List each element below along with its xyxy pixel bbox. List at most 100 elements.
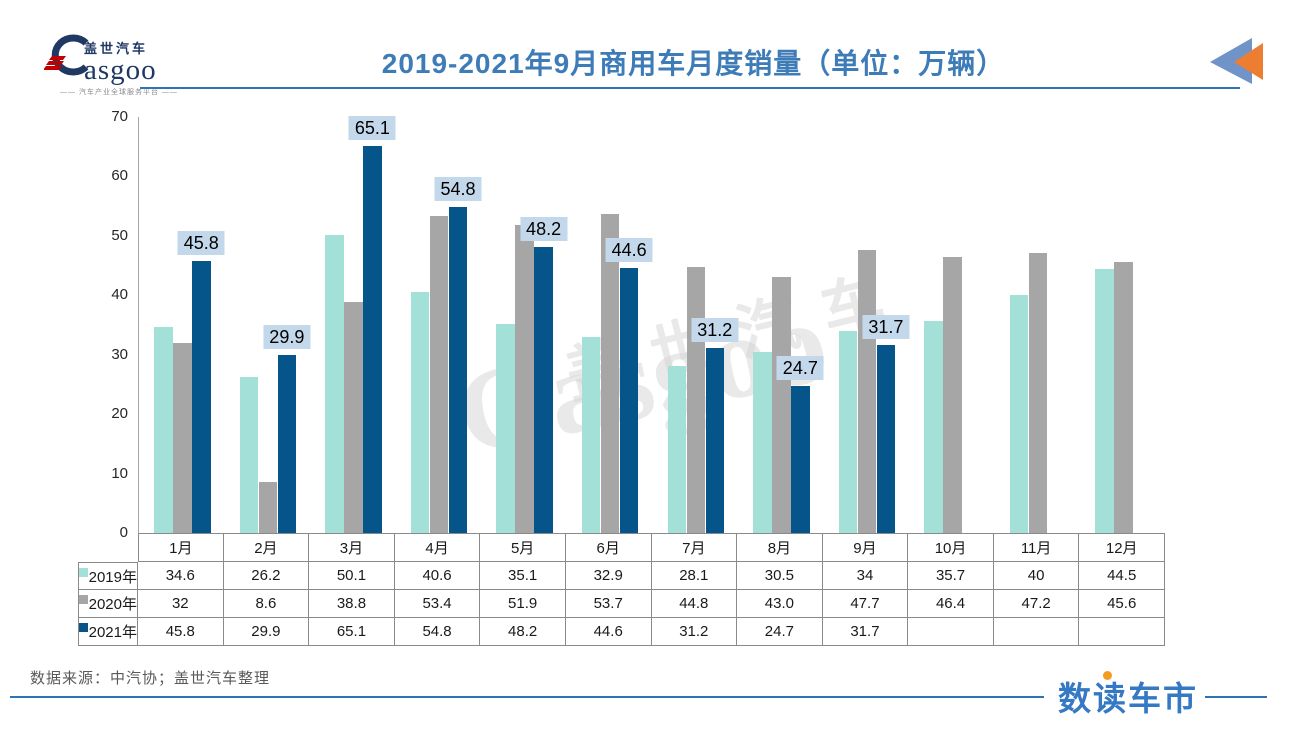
table-month-header: 11月 bbox=[993, 533, 1080, 562]
bar-2019年-9月 bbox=[838, 330, 858, 533]
y-tick-label: 10 bbox=[111, 464, 128, 482]
table-value-2019年-7月: 28.1 bbox=[651, 562, 738, 590]
table-value-2020年-1月: 32 bbox=[138, 590, 224, 618]
bar-2019年-2月 bbox=[239, 377, 259, 533]
table-month-header: 3月 bbox=[309, 533, 395, 562]
bar-2020年-8月 bbox=[772, 277, 791, 533]
bar-2020年-3月 bbox=[344, 302, 363, 533]
bar-2019年-1月 bbox=[154, 327, 173, 533]
shudu-cheshi-logo-text: 数读车市 bbox=[1058, 680, 1198, 717]
table-value-2019年-11月: 40 bbox=[993, 562, 1080, 590]
source-note: 数据来源：中汽协；盖世汽车整理 bbox=[30, 670, 271, 687]
y-tick-label: 50 bbox=[111, 226, 128, 244]
bar-value-label: 44.6 bbox=[605, 237, 653, 262]
data-table: 1月 2月 3月 4月 5月 6月 7月 8月 9月 10月 11月 12月 2019年 34.6 26.2… bbox=[78, 533, 1165, 646]
bar-2019年-8月 bbox=[753, 351, 772, 533]
table-row-label-2020年: 2020年 bbox=[78, 590, 138, 618]
y-tick-label: 30 bbox=[111, 345, 128, 363]
bar-value-label: 24.7 bbox=[776, 356, 824, 381]
table-value-2021年-8月: 24.7 bbox=[737, 618, 823, 646]
double-back-arrows-icon[interactable] bbox=[1208, 36, 1266, 86]
bar-2020年-5月 bbox=[515, 224, 534, 533]
legend-swatch-2020年 bbox=[79, 595, 88, 604]
table-value-2020年-11月: 47.2 bbox=[993, 590, 1080, 618]
title-underline bbox=[140, 87, 1240, 89]
logo-orange-dot-icon bbox=[1103, 671, 1112, 680]
bar-2021年-9月 bbox=[876, 344, 896, 533]
bar-2021年-8月 bbox=[791, 386, 810, 533]
table-month-header: 12月 bbox=[1079, 533, 1165, 562]
page-title: 2019-2021年9月商用车月度销量（单位：万辆） bbox=[381, 48, 1006, 79]
table-value-2020年-12月: 45.6 bbox=[1079, 590, 1165, 618]
table-value-2021年-3月: 65.1 bbox=[309, 618, 395, 646]
y-axis-line bbox=[138, 117, 139, 533]
footer-divider-line bbox=[10, 696, 1044, 698]
bar-2020年-12月 bbox=[1114, 262, 1133, 533]
bar-2020年-6月 bbox=[600, 213, 620, 533]
bar-2019年-5月 bbox=[496, 324, 515, 533]
bar-2020年-2月 bbox=[258, 481, 278, 533]
table-month-header: 1月 bbox=[138, 533, 224, 562]
legend-swatch-2019年 bbox=[79, 567, 88, 577]
table-month-header: 9月 bbox=[822, 533, 909, 562]
bar-2019年-4月 bbox=[410, 291, 430, 533]
gasgoo-logo: 盖世汽车 asgoo —— 汽车产业全球服务平台 —— bbox=[43, 34, 194, 97]
legend-label: 2019年 bbox=[88, 568, 137, 586]
table-value-2019年-8月: 30.5 bbox=[737, 562, 823, 590]
bar-2020年-7月 bbox=[686, 266, 705, 533]
table-month-header: 8月 bbox=[737, 533, 823, 562]
y-tick-label: 20 bbox=[111, 405, 128, 423]
legend-swatch-2021年 bbox=[79, 623, 88, 632]
table-value-2021年-12月 bbox=[1079, 618, 1165, 646]
legend-label: 2021年 bbox=[88, 624, 137, 641]
table-month-header: 7月 bbox=[651, 533, 738, 562]
bar-2021年-6月 bbox=[619, 267, 639, 533]
table-value-2020年-2月: 8.6 bbox=[223, 590, 310, 618]
bar-plot-area: 45.8 29.9 65.1 54.8 48.2 44.6 31.2 24.7 31.7 bbox=[138, 116, 1165, 533]
bar-2020年-9月 bbox=[857, 249, 877, 533]
y-tick-label: 0 bbox=[119, 524, 128, 541]
table-row-label-2021年: 2021年 bbox=[78, 618, 138, 646]
gasgoo-g-icon bbox=[43, 34, 90, 83]
bar-2021年-5月 bbox=[534, 246, 553, 533]
table-value-2021年-1月: 45.8 bbox=[138, 618, 224, 646]
bar-2019年-11月 bbox=[1009, 295, 1029, 533]
bar-2021年-1月 bbox=[192, 260, 211, 533]
bar-value-label: 31.7 bbox=[862, 314, 910, 339]
table-value-2019年-1月: 34.6 bbox=[138, 562, 224, 590]
table-value-2019年-6月: 32.9 bbox=[565, 562, 652, 590]
bar-2019年-12月 bbox=[1095, 268, 1114, 533]
table-value-2020年-6月: 53.7 bbox=[565, 590, 652, 618]
table-value-2020年-7月: 44.8 bbox=[651, 590, 738, 618]
table-value-2019年-5月: 35.1 bbox=[480, 562, 566, 590]
table-value-2019年-4月: 40.6 bbox=[394, 562, 481, 590]
y-tick-label: 70 bbox=[111, 108, 128, 125]
table-month-header: 6月 bbox=[565, 533, 652, 562]
table-value-2020年-10月: 46.4 bbox=[908, 590, 994, 618]
table-value-2021年-7月: 31.2 bbox=[651, 618, 738, 646]
table-value-2020年-4月: 53.4 bbox=[394, 590, 481, 618]
shudu-cheshi-logo: 数读车市 bbox=[1058, 671, 1198, 720]
table-month-header: 10月 bbox=[908, 533, 994, 562]
table-value-2020年-9月: 47.7 bbox=[822, 590, 909, 618]
bar-value-label: 31.2 bbox=[691, 317, 739, 342]
bar-2019年-6月 bbox=[581, 337, 601, 533]
table-corner-spacer bbox=[78, 533, 138, 562]
table-value-2020年-5月: 51.9 bbox=[480, 590, 566, 618]
bar-2020年-1月 bbox=[173, 342, 192, 533]
bar-2021年-2月 bbox=[277, 355, 297, 533]
bar-value-label: 65.1 bbox=[348, 116, 396, 141]
table-month-header: 4月 bbox=[394, 533, 481, 562]
table-month-header: 2月 bbox=[223, 533, 310, 562]
y-tick-label: 60 bbox=[111, 167, 128, 185]
table-value-2019年-3月: 50.1 bbox=[309, 562, 395, 590]
bar-2020年-11月 bbox=[1028, 252, 1048, 533]
table-value-2019年-12月: 44.5 bbox=[1079, 562, 1165, 590]
gasgoo-logo-tagline: —— 汽车产业全球服务平台 —— bbox=[60, 89, 178, 96]
bar-2020年-10月 bbox=[943, 257, 962, 533]
footer-divider-line-right bbox=[1205, 696, 1267, 698]
table-value-2019年-10月: 35.7 bbox=[908, 562, 994, 590]
bar-2021年-4月 bbox=[448, 207, 468, 533]
table-value-2020年-3月: 38.8 bbox=[309, 590, 395, 618]
